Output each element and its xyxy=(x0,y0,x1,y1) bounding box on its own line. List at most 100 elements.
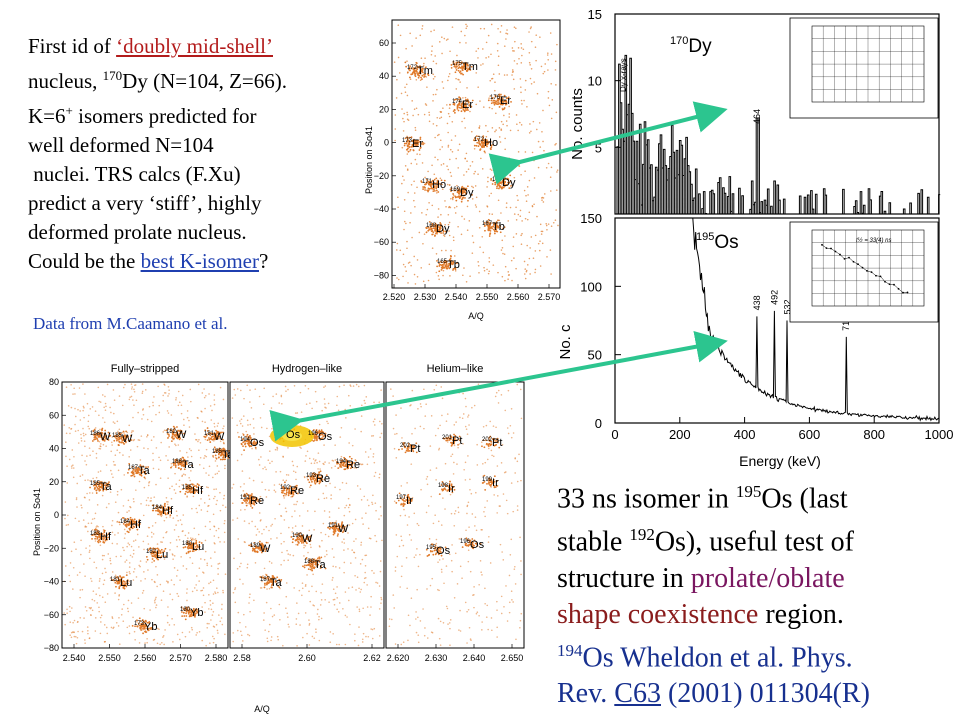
best-k-isomer-link[interactable]: best K-isomer xyxy=(140,249,259,273)
os-ytick: 0 xyxy=(595,416,602,431)
fully-stripped-label: 185W xyxy=(112,433,133,445)
hydrogen-like-label: 188Ta xyxy=(304,559,327,571)
dy-ytick: 15 xyxy=(588,7,602,22)
os-xtick: 400 xyxy=(734,427,756,442)
top-plot-label: 168Dy xyxy=(426,223,450,235)
hydrogen-like-label: 191W xyxy=(328,523,349,535)
fully-stripped-label: 181W xyxy=(204,431,225,443)
hydrogen-like-label: 187Ta xyxy=(260,577,283,589)
bottom-plot-ylabel: Position on So41 xyxy=(32,488,42,556)
top-plot-label: 176Er xyxy=(490,95,511,107)
os-xtick: 600 xyxy=(799,427,821,442)
fully-stripped-label: 186W xyxy=(90,431,111,443)
fully-stripped-label: 180Yb xyxy=(180,607,203,619)
dy-peak-464: 464 xyxy=(752,109,762,124)
os-peak-label: 438 xyxy=(752,295,762,310)
fully-stripped-label: 186Ta xyxy=(172,459,195,471)
hydrogen-like-label: 190W xyxy=(292,533,313,545)
helium-like-label: 196Os xyxy=(460,539,485,551)
os-ytick: 100 xyxy=(580,279,602,294)
bottom-plot-xtick: 2.630 xyxy=(425,653,448,663)
data-credit: Data from M.Caamano et al. xyxy=(33,314,228,333)
fully-stripped-label: 180Lu xyxy=(182,541,204,553)
fully-stripped-label: 182Lu xyxy=(146,549,168,561)
helium-like-label: 197Ir xyxy=(396,495,413,507)
bottom-plot-xtick: 2.60 xyxy=(298,653,316,663)
top-plot-ytick: −40 xyxy=(374,204,389,214)
panel-title: Helium–like xyxy=(427,363,484,375)
os-xtick: 0 xyxy=(611,427,618,442)
bottom-plot-ytick: 80 xyxy=(49,377,59,387)
top-plot-label: 165Tb xyxy=(437,259,460,271)
top-plot-ytick: 20 xyxy=(379,104,389,114)
c63-link[interactable]: C63 xyxy=(614,677,661,709)
os-ytick: 150 xyxy=(580,212,602,226)
fully-stripped-label: 182W xyxy=(166,429,187,441)
top-plot-xtick: 2.520 xyxy=(383,292,406,302)
os-peak-label: 713 xyxy=(841,316,851,331)
bottom-plot-ytick: 0 xyxy=(54,510,59,520)
doubly-midshell-link[interactable]: ‘doubly mid-shell’ xyxy=(116,34,273,58)
top-plot-label: 169Dy xyxy=(450,187,474,199)
top-plot-xtick: 2.540 xyxy=(445,292,468,302)
top-plot-ytick: −80 xyxy=(374,270,389,280)
dy-ytick: 10 xyxy=(588,74,602,89)
hydrogen-like-label: 194Os xyxy=(240,437,265,449)
dy-spectrum-title: 170Dy xyxy=(670,35,712,57)
os-decay-inset: t½ = 33(4) ns xyxy=(789,221,939,323)
hydrogen-like-label: 192Re xyxy=(280,485,304,497)
bottom-plot-ytick: −60 xyxy=(44,610,59,620)
helium-like-label: 198Ir xyxy=(438,483,455,495)
bottom-plot-xtick: 2.62 xyxy=(363,653,381,663)
panel-fully-stripped: Fully–stripped 186W 185W 182W 181W 185Ta 186Ta… xyxy=(61,363,235,663)
top-plot-xtick: 2.570 xyxy=(538,292,561,302)
top-plot-label: 175Tm xyxy=(452,61,478,73)
top-plot-ytick: −20 xyxy=(374,171,389,181)
os-ytick: 50 xyxy=(588,348,602,363)
bottom-plot-yticks: 80 60 40 20 0 −20 −40 −60 −80 xyxy=(44,377,66,653)
top-plot-xtick: 2.530 xyxy=(414,292,437,302)
helium-like-label: 195Os xyxy=(426,545,451,557)
bottom-plot-xlabel: A/Q xyxy=(254,704,270,714)
bottom-plot-ytick: −40 xyxy=(44,577,59,587)
id-plot-bottom: Fully–stripped 186W 185W 182W 181W 185Ta 186Ta… xyxy=(32,363,525,714)
top-plot-label: 167Tb xyxy=(482,221,505,233)
helium-like-label: 202Pt xyxy=(400,443,420,455)
hydrogen-like-label: 191Re xyxy=(240,495,264,507)
top-plot-xtick: 2.560 xyxy=(507,292,530,302)
spectrum-dy170: 15 10 5 No. counts 170Dy Dy x-rays 464 xyxy=(569,7,941,215)
os-spectrum-xlabel: Energy (keV) xyxy=(739,453,821,469)
dy-xray-annotation: Dy x-rays xyxy=(619,58,628,92)
hydrogen-like-label: 194Re xyxy=(336,459,360,471)
top-plot-ytick: 0 xyxy=(384,138,389,148)
fully-stripped-label: 185Ta xyxy=(90,481,113,493)
top-plot-xtick: 2.550 xyxy=(476,292,499,302)
fully-stripped-label: 181Lu xyxy=(110,577,132,589)
bottom-plot-xtick: 2.540 xyxy=(63,653,86,663)
top-plot-ytick: 60 xyxy=(379,38,389,48)
top-plot-label: 173Er xyxy=(402,138,423,150)
os-description: 33 ns isomer in 195Os (last stable 192Os… xyxy=(557,482,870,709)
bottom-plot-xtick: 2.550 xyxy=(98,653,121,663)
bottom-plot-xtick: 2.640 xyxy=(463,653,486,663)
bottom-plot-xtick: 2.560 xyxy=(134,653,157,663)
helium-like-label: 199Ir xyxy=(482,477,499,489)
panel-title: Fully–stripped xyxy=(111,363,179,375)
bottom-plot-xtick: 2.580 xyxy=(205,653,228,663)
top-plot-label: 172Tm xyxy=(407,65,433,77)
bottom-plot-ytick: −20 xyxy=(44,543,59,553)
bottom-plot-xtick: 2.570 xyxy=(169,653,192,663)
os-halflife-label: t½ = 33(4) ns xyxy=(856,237,892,244)
fully-stripped-label: 164Hf xyxy=(120,519,142,531)
top-plot-ylabel: Position on So41 xyxy=(364,126,374,194)
os-xtick: 800 xyxy=(863,427,885,442)
top-plot-ytick: −60 xyxy=(374,237,389,247)
fully-stripped-label: 173Yb xyxy=(134,621,157,633)
fully-stripped-label: 185Hf xyxy=(182,485,204,497)
hydrogen-like-label: 193Re xyxy=(306,473,330,485)
bottom-plot-ytick: −80 xyxy=(44,643,59,653)
